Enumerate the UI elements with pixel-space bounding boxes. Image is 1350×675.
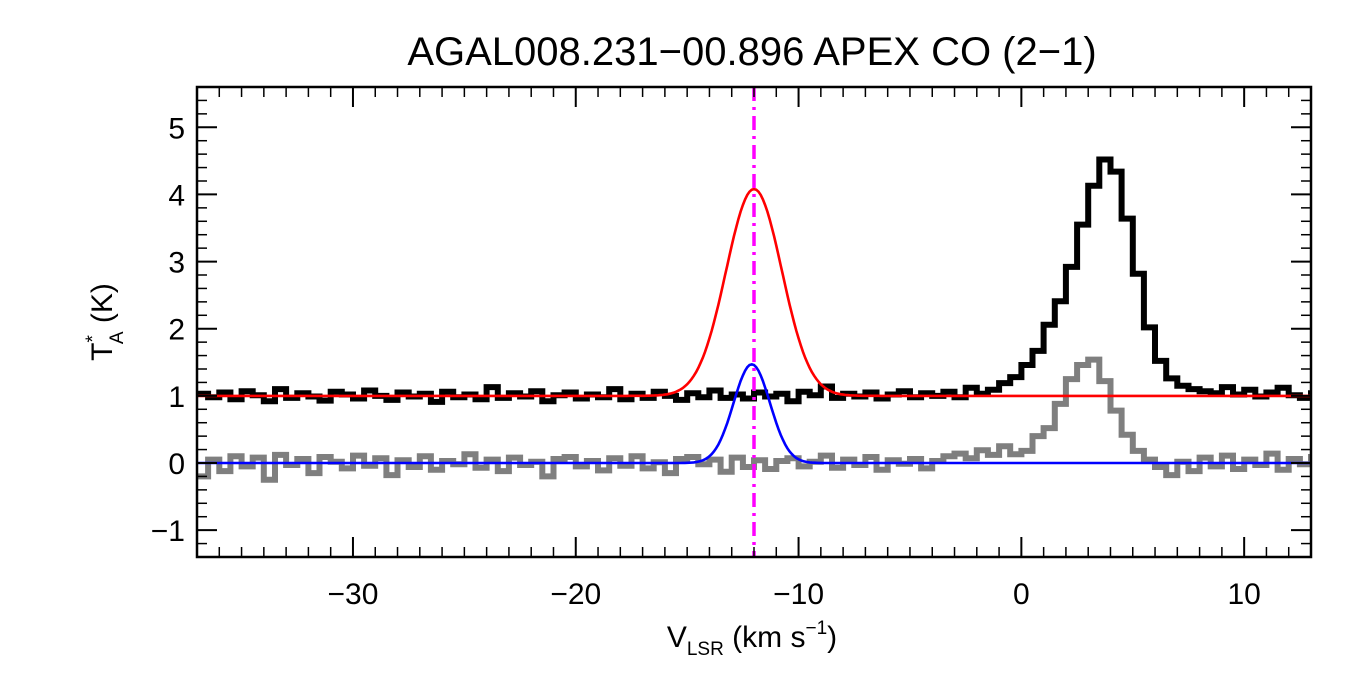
- x-tick-label: 0: [1013, 578, 1030, 611]
- y-tick-label: −1: [151, 515, 185, 548]
- x-axis-label-sub: LSR: [687, 639, 724, 660]
- x-axis-label: VLSR (km s−1): [667, 618, 837, 660]
- y-tick-label: 0: [168, 448, 185, 481]
- x-axis-label-main: V: [667, 621, 687, 654]
- y-tick-label: 1: [168, 381, 185, 414]
- x-axis-label-units-post: ): [827, 621, 837, 654]
- chart-title-text: AGAL008.231−00.896 APEX CO (2−1): [407, 30, 1096, 74]
- residual-spectrum-histogram: [197, 356, 1311, 483]
- y-tick-label: 4: [168, 179, 185, 212]
- y-axis-label-main: T: [86, 343, 119, 361]
- y-axis-label-sub: A: [107, 331, 128, 344]
- y-axis-label-sup: *: [83, 335, 104, 343]
- co-gaussian-fit-line: [197, 187, 1311, 398]
- chart-title: AGAL008.231−00.896 APEX CO (2−1): [407, 30, 1096, 74]
- y-tick-label: 3: [168, 247, 185, 280]
- x-tick-label: −30: [328, 578, 379, 611]
- svg-text:T*A (K): T* A (K): [83, 283, 128, 361]
- x-axis-label-units-pre: (km s: [724, 621, 806, 654]
- residual-gaussian-fit-line: [197, 362, 1311, 465]
- x-axis-label-units-sup: −1: [805, 618, 827, 639]
- co-spectrum-histogram: [197, 156, 1311, 405]
- y-axis-label-units: (K): [86, 283, 119, 331]
- x-tick-label: −10: [773, 578, 824, 611]
- x-tick-label: 10: [1227, 578, 1260, 611]
- y-tick-label: 2: [168, 314, 185, 347]
- y-tick-label: 5: [168, 112, 185, 145]
- y-axis-label: T* A (K): [83, 283, 128, 361]
- series-layer: [197, 156, 1311, 483]
- x-tick-label: −20: [550, 578, 601, 611]
- svg-text:VLSR (km s−1): VLSR (km s−1): [667, 618, 837, 660]
